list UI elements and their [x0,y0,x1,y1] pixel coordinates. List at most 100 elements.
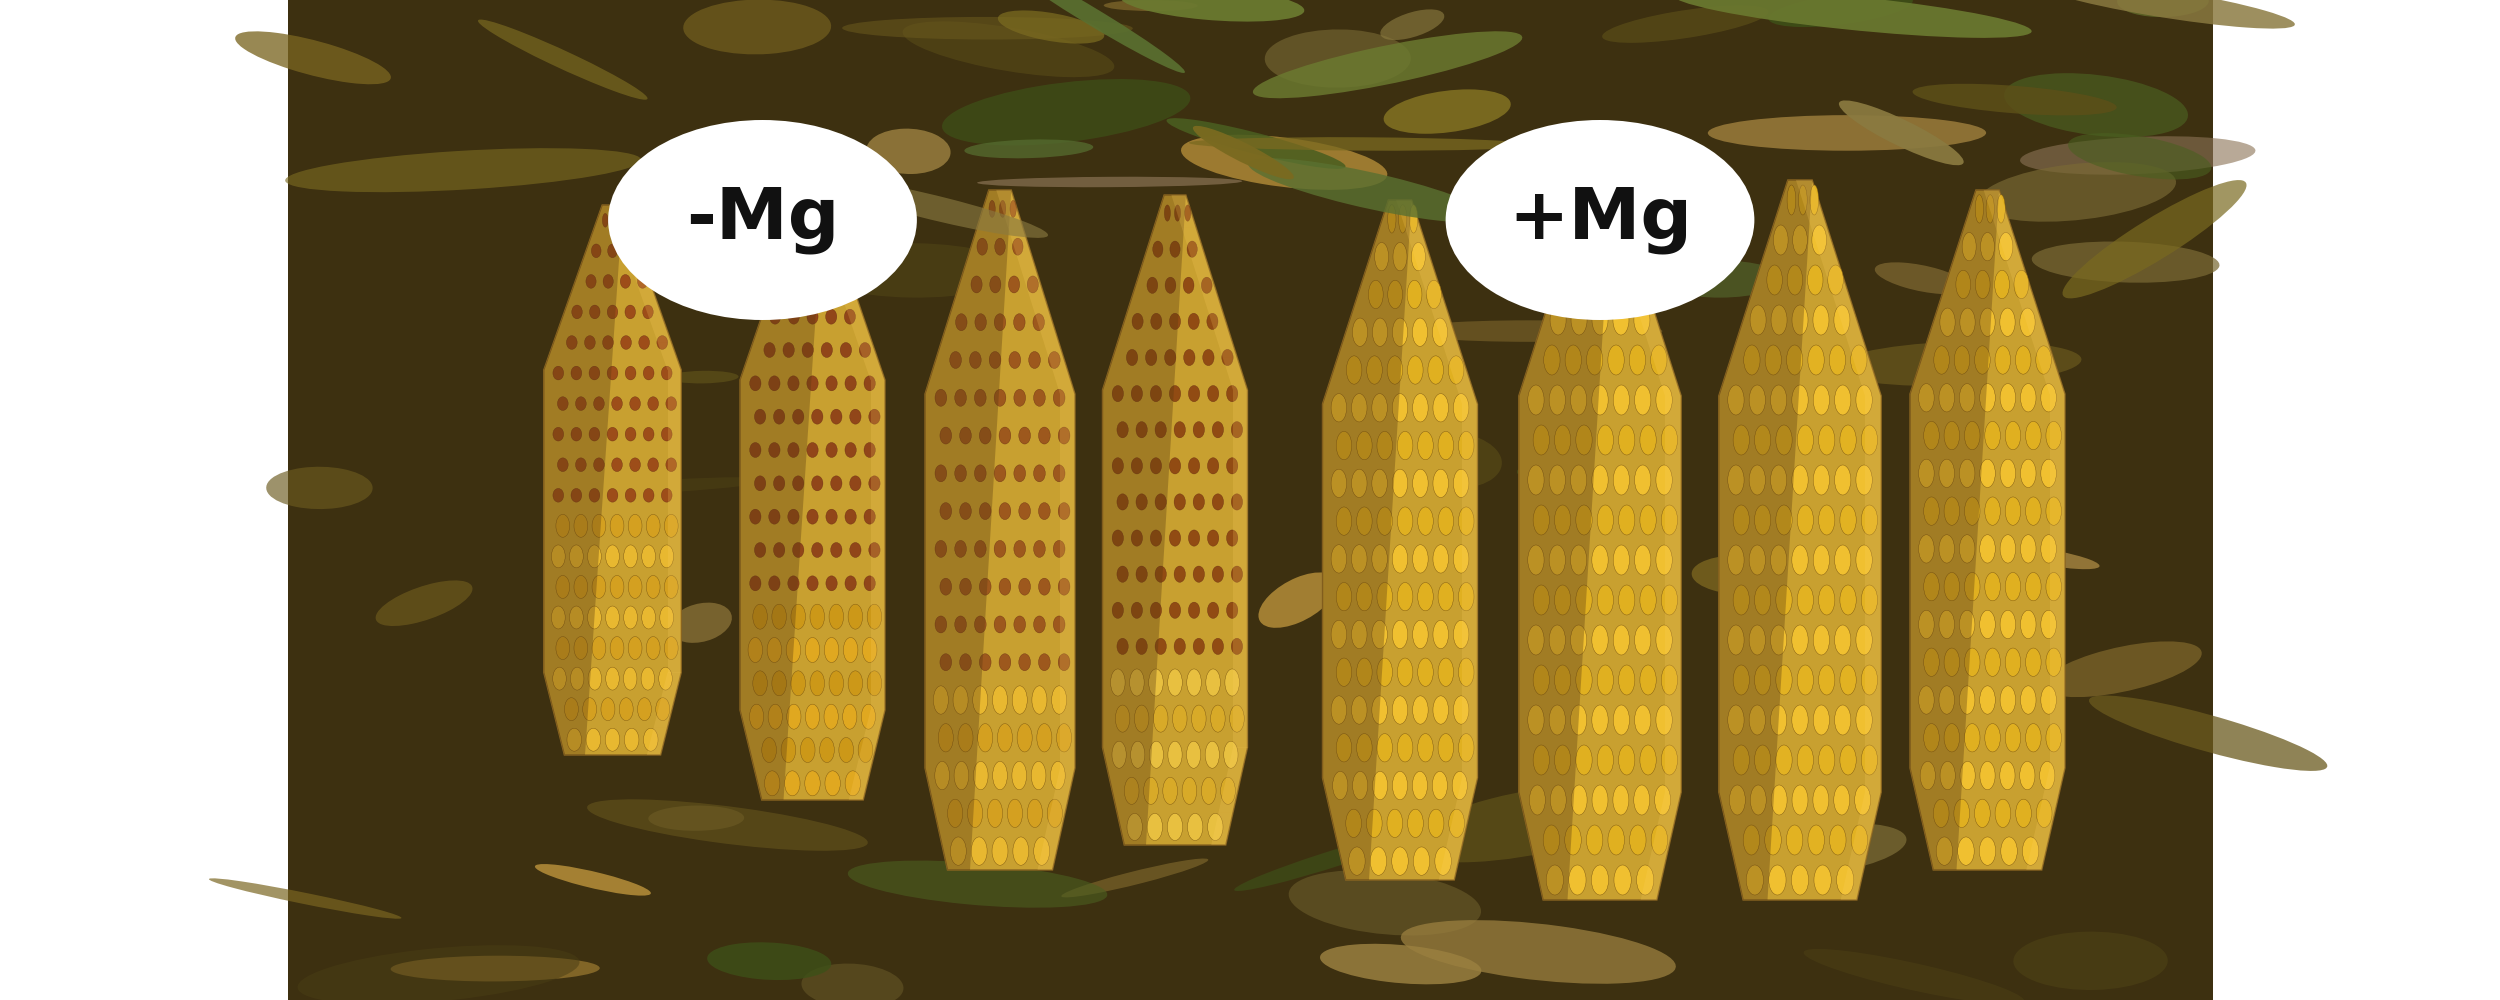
Ellipse shape [1038,427,1050,444]
Polygon shape [1192,260,1218,292]
Ellipse shape [988,799,1002,828]
Ellipse shape [1755,425,1770,455]
Ellipse shape [1732,745,1750,775]
Polygon shape [1910,190,2065,870]
Ellipse shape [590,488,600,502]
Ellipse shape [825,771,840,796]
Ellipse shape [1130,385,1142,402]
Polygon shape [1210,812,1232,845]
Ellipse shape [1608,825,1625,855]
Ellipse shape [765,771,780,796]
Ellipse shape [940,503,952,520]
Ellipse shape [1398,205,1408,233]
Ellipse shape [1570,545,1588,575]
Ellipse shape [1135,494,1148,510]
Ellipse shape [808,576,818,591]
Ellipse shape [1412,620,1427,649]
Ellipse shape [1598,665,1612,695]
Polygon shape [1865,504,1880,540]
Polygon shape [2050,700,2065,734]
Polygon shape [830,260,855,290]
Ellipse shape [478,20,648,100]
Ellipse shape [1188,241,1198,257]
Ellipse shape [755,476,765,491]
Polygon shape [655,700,675,728]
Ellipse shape [628,514,642,537]
Ellipse shape [575,397,587,410]
Polygon shape [1665,720,1680,756]
Ellipse shape [1772,225,1788,255]
Ellipse shape [1058,654,1070,671]
Ellipse shape [568,336,578,349]
Polygon shape [668,562,680,590]
Ellipse shape [968,799,982,828]
Ellipse shape [980,503,990,520]
Polygon shape [1865,756,1880,792]
Ellipse shape [792,409,805,424]
Ellipse shape [1398,507,1412,535]
Ellipse shape [1150,458,1162,474]
Ellipse shape [830,542,842,558]
Ellipse shape [2025,724,2040,752]
Ellipse shape [865,376,875,391]
Ellipse shape [670,603,732,643]
Polygon shape [1830,288,1858,324]
Ellipse shape [768,576,780,591]
Ellipse shape [1118,494,1128,510]
Polygon shape [2050,496,2065,530]
Ellipse shape [1170,602,1180,618]
Ellipse shape [582,698,598,721]
Ellipse shape [1792,785,1808,815]
Ellipse shape [802,276,812,291]
Ellipse shape [1130,530,1142,546]
Ellipse shape [1518,450,1678,488]
Ellipse shape [1222,349,1232,366]
Ellipse shape [1985,572,2000,601]
Ellipse shape [1592,865,1608,895]
Polygon shape [1665,396,1680,432]
Ellipse shape [1132,313,1142,330]
Polygon shape [1865,648,1880,684]
Ellipse shape [1208,530,1220,546]
Ellipse shape [1458,734,1475,762]
Ellipse shape [648,458,658,472]
Ellipse shape [1010,352,1020,369]
Ellipse shape [588,799,868,851]
Polygon shape [1182,228,1208,260]
Ellipse shape [1550,305,1565,335]
Ellipse shape [1135,422,1148,438]
Ellipse shape [1345,809,1362,838]
Ellipse shape [788,576,800,591]
Ellipse shape [210,878,402,919]
Ellipse shape [1208,458,1220,474]
Ellipse shape [935,465,948,482]
Ellipse shape [570,667,585,690]
Ellipse shape [1975,346,1990,374]
Ellipse shape [1162,777,1177,804]
Ellipse shape [820,738,835,762]
Ellipse shape [1372,771,1388,800]
Ellipse shape [825,309,838,324]
Ellipse shape [1770,385,1788,415]
Ellipse shape [625,305,635,319]
Ellipse shape [1612,225,1628,255]
Ellipse shape [1850,345,1868,375]
Ellipse shape [1192,638,1205,655]
Ellipse shape [978,177,1242,187]
Ellipse shape [1427,809,1445,838]
Polygon shape [1222,357,1248,390]
Ellipse shape [608,244,618,258]
Ellipse shape [1050,761,1065,790]
Ellipse shape [1150,313,1162,330]
Ellipse shape [2013,932,2168,990]
Ellipse shape [1398,734,1412,762]
Ellipse shape [1650,825,1668,855]
Polygon shape [1060,496,1075,530]
Ellipse shape [2000,459,2015,488]
Ellipse shape [802,964,902,1000]
Ellipse shape [1612,785,1630,815]
Ellipse shape [1412,545,1427,573]
Polygon shape [1440,846,1462,880]
Ellipse shape [1922,648,1940,676]
Ellipse shape [552,545,565,568]
